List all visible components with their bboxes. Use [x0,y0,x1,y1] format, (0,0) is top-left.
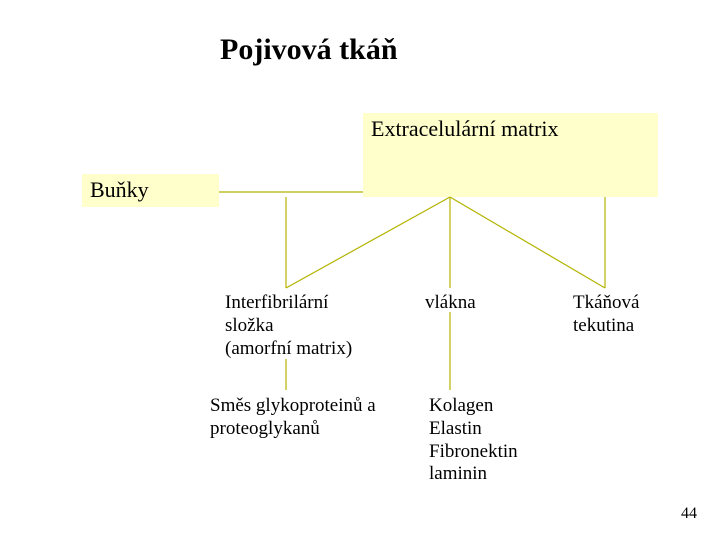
page-number: 44 [681,505,697,523]
label-tekutina-l1: Tkáňová [573,292,639,315]
label-proteins-l4: laminin [429,463,518,486]
label-tekutina-l2: tekutina [573,315,639,338]
label-smes-l2: proteoglykanů [210,418,376,441]
label-proteins-l2: Elastin [429,418,518,441]
box-cells: Buňky [82,174,219,207]
box-extracellular-matrix: Extracelulární matrix [363,113,658,197]
label-vlakna: vlákna [425,292,476,315]
connector-lines [0,0,720,540]
label-proteins-l3: Fibronektin [429,441,518,464]
label-interfibrilar-l1: Interfibrilární [225,292,352,315]
label-proteins: Kolagen Elastin Fibronektin laminin [429,395,518,486]
label-smes-l1: Směs glykoproteinů a [210,395,376,418]
label-interfibrilar-l2: složka [225,315,352,338]
label-tekutina: Tkáňová tekutina [573,292,639,338]
box-cells-label: Buňky [90,177,149,202]
label-smes: Směs glykoproteinů a proteoglykanů [210,395,376,441]
label-interfibrilar-l3: (amorfní matrix) [225,338,352,361]
box-matrix-label: Extracelulární matrix [371,116,559,141]
label-interfibrilar: Interfibrilární složka (amorfní matrix) [225,292,352,360]
page-title: Pojivová tkáň [220,33,398,67]
label-proteins-l1: Kolagen [429,395,518,418]
